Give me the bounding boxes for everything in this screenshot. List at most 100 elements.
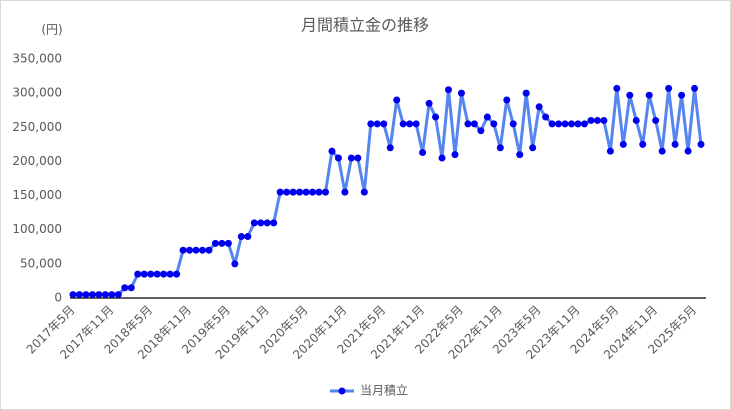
data-point [276, 188, 284, 196]
data-point [561, 120, 569, 128]
data-point [419, 149, 427, 157]
data-point [218, 239, 226, 247]
data-point [205, 246, 213, 254]
data-point [425, 99, 433, 107]
data-point [386, 144, 394, 152]
data-point [483, 113, 491, 121]
data-point [211, 239, 219, 247]
data-point [399, 120, 407, 128]
legend-marker [338, 387, 346, 395]
data-point [69, 291, 77, 299]
legend-label: 当月積立 [360, 383, 408, 398]
data-point [652, 116, 660, 124]
data-point [684, 147, 692, 155]
data-point [626, 91, 634, 99]
data-point [373, 120, 381, 128]
data-point [529, 144, 537, 152]
data-point [270, 219, 278, 227]
data-point [354, 154, 362, 162]
data-point [503, 96, 511, 104]
data-point [302, 188, 310, 196]
data-point [587, 116, 595, 124]
data-point [88, 291, 96, 299]
y-tick-label: 0 [54, 291, 62, 305]
data-point [542, 113, 550, 121]
y-tick-label: 150,000 [12, 188, 62, 202]
data-point [457, 89, 465, 97]
data-point [250, 219, 258, 227]
y-tick-label: 100,000 [12, 222, 62, 236]
data-point [263, 219, 271, 227]
data-point [632, 116, 640, 124]
data-point [134, 270, 142, 278]
data-point [445, 86, 453, 94]
data-point [95, 291, 103, 299]
data-point [121, 284, 129, 292]
data-point [289, 188, 297, 196]
data-point [574, 120, 582, 128]
data-point [179, 246, 187, 254]
data-point [296, 188, 304, 196]
data-point [283, 188, 291, 196]
data-point [548, 120, 556, 128]
data-point [101, 291, 109, 299]
data-point [231, 260, 239, 268]
data-point [192, 246, 200, 254]
data-point [257, 219, 265, 227]
y-axis-label: (円) [41, 23, 62, 37]
data-point [645, 91, 653, 99]
data-point [82, 291, 90, 299]
data-point [380, 120, 388, 128]
y-tick-label: 350,000 [12, 52, 62, 66]
data-point [613, 84, 621, 92]
data-point [568, 120, 576, 128]
data-point [244, 233, 252, 241]
data-point [658, 147, 666, 155]
data-point [237, 233, 245, 241]
data-point [140, 270, 148, 278]
data-point [593, 116, 601, 124]
data-point [360, 188, 368, 196]
data-point [496, 144, 504, 152]
data-point [671, 140, 679, 148]
data-point [341, 188, 349, 196]
data-point [438, 154, 446, 162]
chart-title: 月間積立金の推移 [301, 16, 429, 35]
data-point [665, 84, 673, 92]
y-tick-label: 200,000 [12, 154, 62, 168]
data-point [619, 140, 627, 148]
data-point [198, 246, 206, 254]
data-point [490, 120, 498, 128]
data-point [691, 84, 699, 92]
data-point [451, 151, 459, 159]
data-point [432, 113, 440, 121]
data-point [535, 103, 543, 111]
data-point [580, 120, 588, 128]
data-point [393, 96, 401, 104]
data-point [108, 291, 116, 299]
data-point [367, 120, 375, 128]
data-point [678, 91, 686, 99]
data-point [173, 270, 181, 278]
data-point [412, 120, 420, 128]
data-point [464, 120, 472, 128]
data-point [309, 188, 317, 196]
data-point [224, 239, 232, 247]
data-point [516, 151, 524, 159]
data-point [166, 270, 174, 278]
data-point [406, 120, 414, 128]
data-point [186, 246, 194, 254]
data-point [334, 154, 342, 162]
y-tick-label: 250,000 [12, 120, 62, 134]
data-point [600, 116, 608, 124]
data-point [127, 284, 135, 292]
data-point [477, 127, 485, 135]
data-point [328, 147, 336, 155]
data-point [315, 188, 323, 196]
data-point [555, 120, 563, 128]
data-point [114, 291, 122, 299]
data-point [153, 270, 161, 278]
data-point [147, 270, 155, 278]
